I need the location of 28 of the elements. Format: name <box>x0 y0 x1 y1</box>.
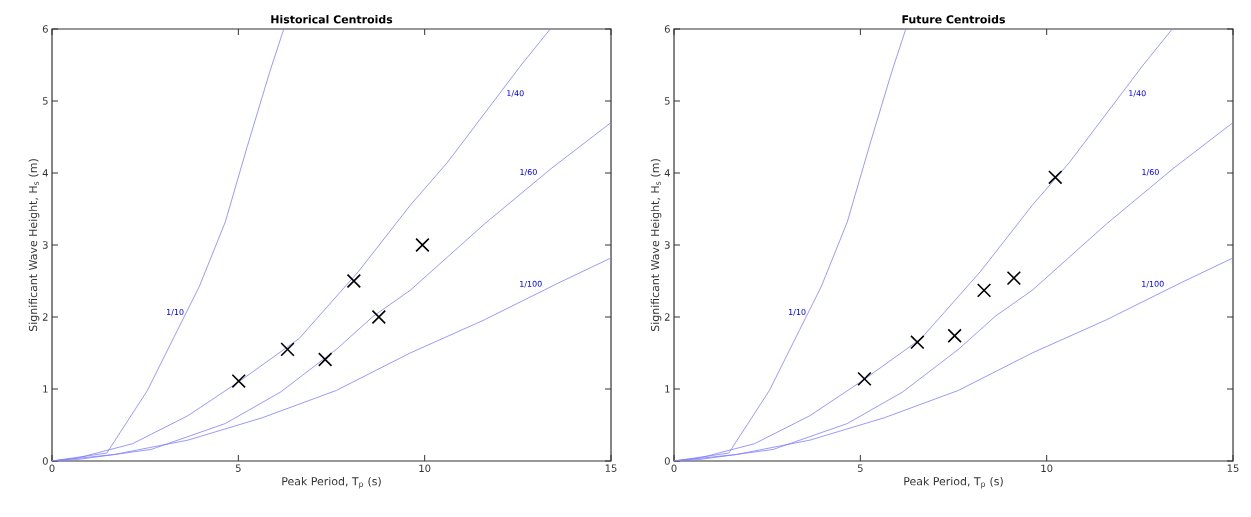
y-tick-label: 6 <box>664 25 670 33</box>
x-axis-title: Peak Period, T$_{p}$ (s) <box>282 476 381 489</box>
chart-title: Historical Centroids <box>271 15 393 24</box>
chart-title: Future Centroids <box>902 15 1005 24</box>
x-tick-label: 5 <box>235 464 241 472</box>
x-tick-label: 0 <box>49 464 55 473</box>
x-tick-label: 10 <box>1041 464 1053 473</box>
x-tick-label: 5 <box>857 464 863 472</box>
y-tick-label: 2 <box>664 313 670 321</box>
y-tick-label: 3 <box>42 241 48 249</box>
y-tick-label: 2 <box>42 313 48 321</box>
y-axis-title: Significant Wave Height, H$_{s}$ (m) <box>650 159 662 332</box>
x-tick-label: 15 <box>605 464 617 472</box>
y-tick-label: 5 <box>664 97 670 105</box>
y-axis-title: Significant Wave Height, H$_{s}$ (m) <box>28 159 40 332</box>
y-tick-label: 0 <box>664 457 670 465</box>
y-tick-label: 1 <box>43 385 48 393</box>
y-tick-label: 3 <box>664 241 670 249</box>
x-tick-label: 10 <box>419 464 431 473</box>
y-tick-label: 5 <box>42 97 48 105</box>
y-tick-label: 1 <box>665 385 670 393</box>
y-tick-label: 0 <box>42 457 48 465</box>
x-tick-label: 0 <box>671 464 677 473</box>
x-tick-label: 15 <box>1227 464 1239 472</box>
x-axis-title: Peak Period, T$_{p}$ (s) <box>904 476 1003 489</box>
y-tick-label: 6 <box>42 25 48 33</box>
y-tick-label: 4 <box>42 169 48 177</box>
y-tick-label: 4 <box>664 169 670 177</box>
